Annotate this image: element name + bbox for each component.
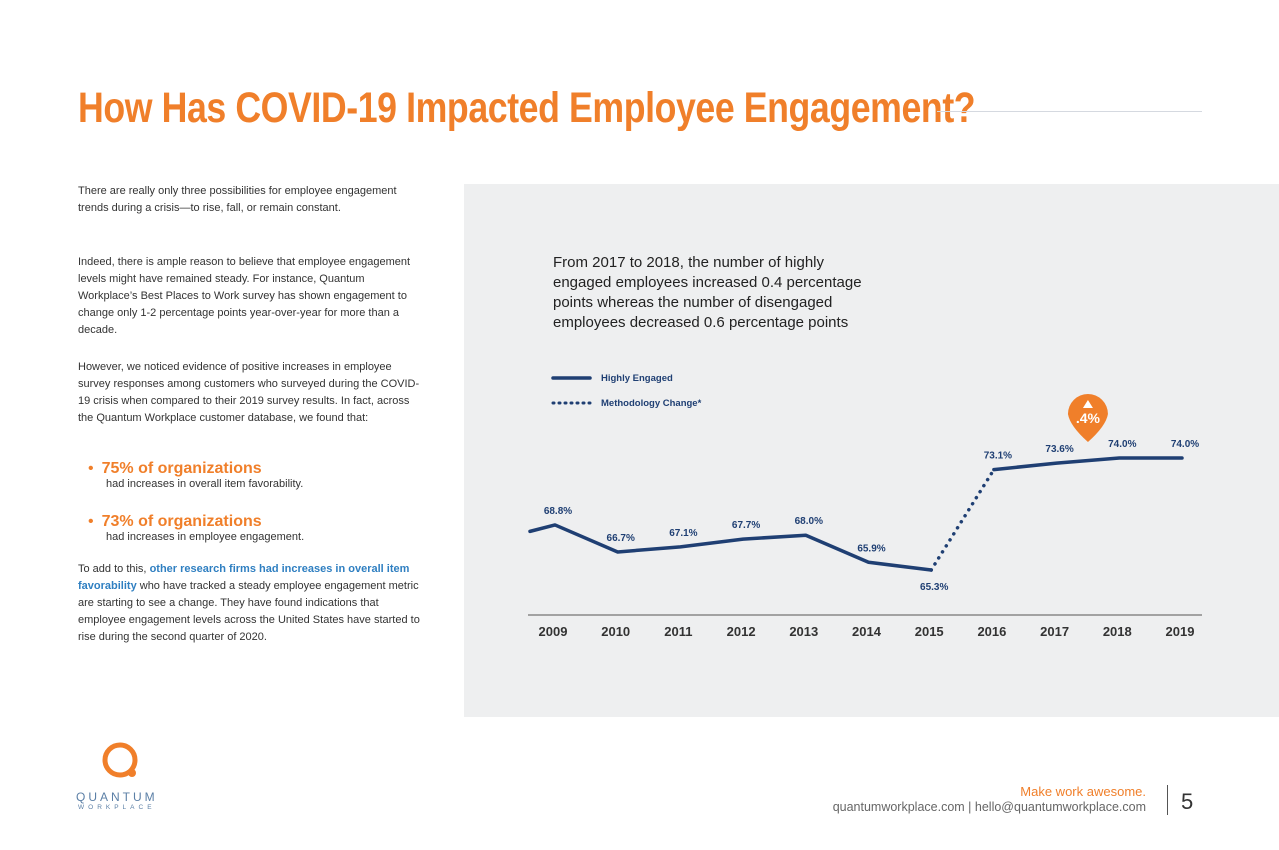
- x-tick-label: 2009: [539, 624, 568, 639]
- dotted-line: [929, 467, 996, 572]
- data-label: 73.1%: [984, 451, 1012, 462]
- x-tick-label: 2018: [1103, 624, 1132, 639]
- data-label: 74.0%: [1171, 439, 1199, 450]
- paragraph: However, we noticed evidence of positive…: [78, 361, 420, 424]
- bullet: • 75% of organizations had increases in o…: [88, 460, 304, 490]
- bullet: • 73% of organizations had increases in e…: [88, 513, 305, 543]
- data-label: 66.7%: [607, 533, 635, 544]
- x-tick-label: 2015: [915, 624, 944, 639]
- data-label: 74.0%: [1108, 439, 1136, 450]
- x-tick-label: 2016: [977, 624, 1006, 639]
- line: [992, 456, 1184, 472]
- x-tick-label: 2012: [727, 624, 756, 639]
- divider: [1167, 785, 1168, 815]
- x-tick-label: 2014: [852, 624, 882, 639]
- title: How Has COVID-19 Impacted Employee Engag…: [78, 84, 976, 132]
- paragraph: Indeed, there is ample reason to believe…: [78, 256, 411, 336]
- chart-panel: [464, 184, 1279, 717]
- data-label: 68.0%: [795, 516, 823, 527]
- paragraph: To add to this, other research firms had…: [78, 561, 423, 646]
- logo-icon: [102, 742, 138, 778]
- x-tick-label: 2011: [664, 624, 692, 639]
- x-tick-label: 2019: [1166, 624, 1195, 639]
- chart-annotation: From 2017 to 2018, the number of highly …: [553, 254, 862, 331]
- data-label: 65.3%: [920, 582, 948, 593]
- bullet-stat: 75% of organizations: [101, 460, 262, 477]
- link[interactable]: other research firms had increases in ov…: [78, 563, 410, 592]
- bullet-text: had increases in employee engagement.: [106, 531, 305, 543]
- contact: quantumworkplace.com | hello@quantumwork…: [832, 800, 1146, 814]
- bullet-text: had increases in overall item favorabili…: [106, 478, 304, 490]
- chart: Highly Engaged Methodology Change* 2009 201…: [528, 373, 1202, 639]
- text: To add to this,: [78, 563, 147, 575]
- callout-pin: [1067, 394, 1108, 442]
- tagline: Make work awesome.: [1020, 784, 1146, 799]
- data-label: 65.9%: [857, 543, 885, 554]
- data-label: 67.7%: [732, 520, 760, 531]
- callout-arrow: [1082, 400, 1093, 408]
- page-number: 5: [1181, 789, 1194, 814]
- bullet-stat: 73% of organizations: [101, 513, 262, 530]
- x-tick-label: 2013: [789, 624, 818, 639]
- legend-label: Highly Engaged: [601, 373, 673, 384]
- data-label: 67.1%: [669, 528, 697, 539]
- logo-text: QUANTUM: [76, 790, 158, 804]
- title-rule: [937, 111, 1202, 112]
- line: [528, 523, 933, 572]
- callout-label: .4%: [1076, 410, 1101, 426]
- logo-subtext: WORKPLACE: [78, 804, 156, 811]
- data-label: 68.8%: [544, 506, 572, 517]
- text: who have tracked a steady employee engag…: [78, 580, 420, 643]
- x-tick-label: 2010: [601, 624, 630, 639]
- legend-label: Methodology Change*: [601, 398, 702, 409]
- paragraph: There are really only three possibilitie…: [78, 185, 397, 214]
- data-label: 73.6%: [1045, 444, 1073, 455]
- x-tick-label: 2017: [1040, 624, 1069, 639]
